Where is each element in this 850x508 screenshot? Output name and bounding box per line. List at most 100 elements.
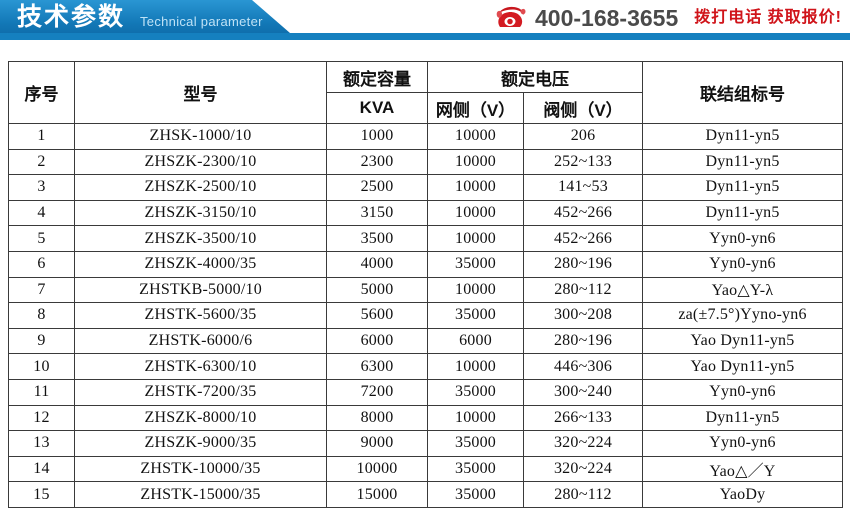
cell-model: ZHSZK-2500/10 — [74, 174, 327, 201]
table-row: 4 ZHSZK-3150/10 3150 10000 452~266 Dyn11-yn5 — [8, 199, 843, 227]
cell-grid-side-voltage: 35000 — [427, 302, 524, 329]
cell-model: ZHSZK-3500/10 — [74, 225, 327, 252]
cell-rated-capacity: 3500 — [326, 225, 428, 252]
cell-connection-group: Yao△／Y — [642, 455, 843, 483]
page-header: 技术参数 Technical parameter 400-168-3655 拨打… — [0, 0, 850, 47]
table-row: 13 ZHSZK-9000/35 9000 35000 320~224 Yyn0-yn6 — [8, 430, 843, 457]
table-row: 14 ZHSTK-10000/35 10000 35000 320~224 Yao△／Y — [8, 455, 843, 483]
cell-index: 13 — [8, 430, 75, 457]
cell-rated-capacity: 2500 — [326, 174, 428, 201]
cell-index: 12 — [8, 404, 75, 432]
cell-connection-group: Yao Dyn11-yn5 — [642, 327, 843, 355]
cell-index: 11 — [8, 378, 75, 406]
cell-grid-side-voltage: 35000 — [427, 455, 524, 483]
cell-connection-group: Dyn11-yn5 — [642, 199, 843, 227]
telephone-icon — [496, 5, 526, 31]
cell-connection-group: Dyn11-yn5 — [642, 404, 843, 432]
cell-model: ZHSTK-6300/10 — [74, 353, 327, 380]
contact-block: 400-168-3655 拨打电话 获取报价! — [496, 3, 842, 33]
phone-number[interactable]: 400-168-3655 — [535, 5, 679, 31]
cell-grid-side-voltage: 10000 — [427, 148, 524, 176]
column-header-model: 型号 — [74, 61, 327, 124]
cell-rated-capacity: 6000 — [326, 327, 428, 355]
column-subheader-grid-side-voltage: 网侧（V） — [427, 92, 524, 124]
cell-model: ZHSTK-10000/35 — [74, 455, 327, 483]
cell-grid-side-voltage: 35000 — [427, 250, 524, 278]
cell-connection-group: Dyn11-yn5 — [642, 123, 843, 150]
table-row: 7 ZHSTKB-5000/10 5000 10000 280~112 Yao△Y-λ — [8, 276, 843, 304]
cell-rated-capacity: 7200 — [326, 378, 428, 406]
cell-connection-group: Dyn11-yn5 — [642, 174, 843, 201]
table-header-row-main: 序号 型号 额定容量 额定电压 联结组标号 — [8, 61, 843, 124]
cell-valve-side-voltage: 452~266 — [523, 225, 643, 252]
column-header-rated-voltage: 额定电压 — [427, 61, 643, 93]
cell-connection-group: za(±7.5°)Yyno-yn6 — [642, 302, 843, 329]
cell-rated-capacity: 15000 — [326, 481, 428, 508]
cell-connection-group: YaoDy — [642, 481, 843, 508]
table-header: 序号 型号 额定容量 额定电压 联结组标号 KVA 网侧（V） 阀侧（V） — [8, 61, 843, 124]
cell-connection-group: Yyn0-yn6 — [642, 250, 843, 278]
cell-index: 7 — [8, 276, 75, 304]
cell-grid-side-voltage: 6000 — [427, 327, 524, 355]
cell-rated-capacity: 2300 — [326, 148, 428, 176]
cell-valve-side-voltage: 266~133 — [523, 404, 643, 432]
column-subheader-capacity-unit: KVA — [326, 92, 428, 124]
cell-connection-group: Dyn11-yn5 — [642, 148, 843, 176]
cell-index: 4 — [8, 199, 75, 227]
cell-index: 15 — [8, 481, 75, 508]
cell-valve-side-voltage: 280~196 — [523, 250, 643, 278]
cell-index: 6 — [8, 250, 75, 278]
cell-grid-side-voltage: 10000 — [427, 199, 524, 227]
cell-index: 9 — [8, 327, 75, 355]
cell-model: ZHSTK-15000/35 — [74, 481, 327, 508]
cell-index: 14 — [8, 455, 75, 483]
cell-connection-group: Yyn0-yn6 — [642, 225, 843, 252]
page-subtitle: Technical parameter — [140, 14, 263, 29]
cell-grid-side-voltage: 10000 — [427, 404, 524, 432]
cell-grid-side-voltage: 35000 — [427, 378, 524, 406]
cell-rated-capacity: 3150 — [326, 199, 428, 227]
cell-index: 1 — [8, 123, 75, 150]
cell-grid-side-voltage: 35000 — [427, 430, 524, 457]
table-header-row-sub: KVA 网侧（V） 阀侧（V） — [9, 92, 843, 124]
cell-model: ZHSZK-2300/10 — [74, 148, 327, 176]
cell-connection-group: Yao Dyn11-yn5 — [642, 353, 843, 380]
table-row: 6 ZHSZK-4000/35 4000 35000 280~196 Yyn0-yn6 — [8, 250, 843, 278]
table-row: 1 ZHSK-1000/10 1000 10000 206 Dyn11-yn5 — [8, 123, 843, 150]
column-header-index: 序号 — [8, 61, 75, 124]
cell-connection-group: Yao△Y-λ — [642, 276, 843, 304]
cell-rated-capacity: 5000 — [326, 276, 428, 304]
cell-grid-side-voltage: 10000 — [427, 123, 524, 150]
cell-grid-side-voltage: 10000 — [427, 276, 524, 304]
cell-valve-side-voltage: 141~53 — [523, 174, 643, 201]
cell-valve-side-voltage: 280~112 — [523, 481, 643, 508]
cell-grid-side-voltage: 10000 — [427, 225, 524, 252]
cell-model: ZHSK-1000/10 — [74, 123, 327, 150]
cell-valve-side-voltage: 206 — [523, 123, 643, 150]
column-header-connection-group: 联结组标号 — [642, 61, 843, 124]
cell-model: ZHSZK-9000/35 — [74, 430, 327, 457]
call-to-action-text: 拨打电话 获取报价! — [694, 9, 843, 26]
cell-valve-side-voltage: 300~208 — [523, 302, 643, 329]
table-body: 1 ZHSK-1000/10 1000 10000 206 Dyn11-yn5 2 ZHSZK… — [8, 123, 843, 508]
cell-valve-side-voltage: 320~224 — [523, 455, 643, 483]
cell-index: 8 — [8, 302, 75, 329]
table-row: 8 ZHSTK-5600/35 5600 35000 300~208 za(±7.5°)Y… — [8, 302, 843, 329]
cell-valve-side-voltage: 446~306 — [523, 353, 643, 380]
cell-rated-capacity: 5600 — [326, 302, 428, 329]
cell-valve-side-voltage: 280~112 — [523, 276, 643, 304]
column-subheader-valve-side-voltage: 阀侧（V） — [523, 92, 643, 124]
table-row: 10 ZHSTK-6300/10 6300 10000 446~306 Yao Dyn11… — [8, 353, 843, 380]
cell-valve-side-voltage: 452~266 — [523, 199, 643, 227]
cell-rated-capacity: 1000 — [326, 123, 428, 150]
cell-rated-capacity: 6300 — [326, 353, 428, 380]
cell-connection-group: Yyn0-yn6 — [642, 378, 843, 406]
table-row: 9 ZHSTK-6000/6 6000 6000 280~196 Yao Dyn11-yn… — [8, 327, 843, 355]
cell-index: 3 — [8, 174, 75, 201]
cell-valve-side-voltage: 252~133 — [523, 148, 643, 176]
cell-model: ZHSZK-8000/10 — [74, 404, 327, 432]
cell-index: 2 — [8, 148, 75, 176]
cell-rated-capacity: 4000 — [326, 250, 428, 278]
